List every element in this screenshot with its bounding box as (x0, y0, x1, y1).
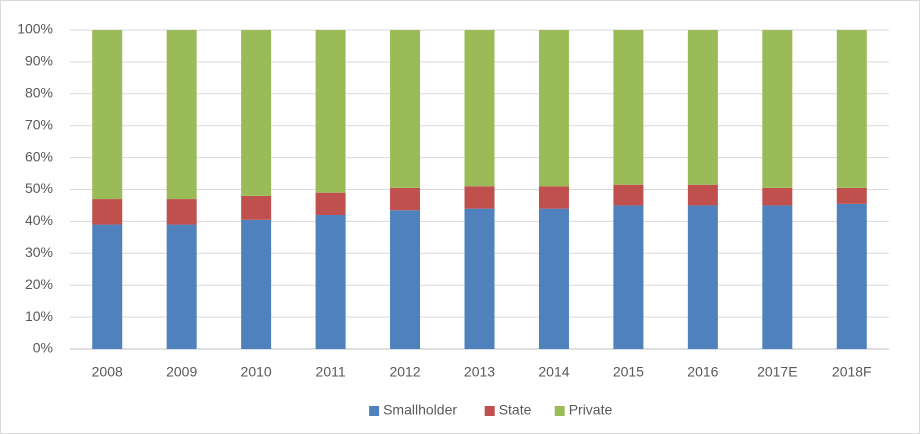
x-tick-label: 2011 (316, 364, 346, 380)
x-tick-label: 2008 (92, 364, 123, 380)
bar-segment (836, 30, 867, 188)
x-tick-label: 2018F (832, 364, 872, 380)
bar-segment (241, 30, 272, 196)
y-tick-label: 50% (25, 180, 53, 196)
x-tick-label: 2017E (757, 364, 797, 380)
legend-label: Private (569, 402, 613, 418)
bar-segment (687, 30, 718, 185)
bar-segment (315, 215, 346, 349)
bar-segment (92, 30, 123, 200)
bar-segment (166, 224, 197, 349)
x-tick-label: 2010 (241, 364, 272, 380)
bar-segment (613, 205, 644, 349)
y-tick-label: 60% (25, 148, 53, 164)
y-tick-label: 90% (25, 53, 53, 69)
bar-segment (538, 186, 569, 209)
bar-segment (836, 203, 867, 349)
y-tick-label: 0% (33, 340, 53, 356)
bar-segment (390, 30, 421, 188)
x-tick-label: 2012 (389, 364, 420, 380)
bar-segment (762, 205, 793, 349)
x-tick-label: 2015 (613, 364, 644, 380)
y-tick-label: 100% (17, 21, 53, 37)
y-tick-label: 20% (25, 276, 53, 292)
y-tick-label: 10% (25, 308, 53, 324)
bar-segment (315, 30, 346, 193)
x-tick-label: 2016 (687, 364, 718, 380)
y-tick-label: 30% (25, 244, 53, 260)
bar-segment (687, 205, 718, 349)
y-tick-label: 70% (25, 116, 53, 132)
legend-swatch (554, 406, 565, 416)
bar-segment (92, 199, 123, 225)
y-tick-label: 40% (25, 212, 53, 228)
x-tick-label: 2009 (166, 364, 197, 380)
bar-segment (166, 199, 197, 225)
bar-segment (538, 30, 569, 187)
bar-segment (762, 187, 793, 206)
bar-segment (315, 192, 346, 216)
bar-segment (687, 184, 718, 206)
legend-label: Smallholder (383, 402, 457, 418)
bar-segment (241, 219, 272, 349)
bar-segment (92, 224, 123, 349)
bar-segment (166, 30, 197, 200)
bar-segment (390, 187, 421, 211)
bar-segment (538, 208, 569, 349)
bar-segment (613, 184, 644, 206)
bar-segment (464, 186, 495, 209)
bar-segment (836, 187, 867, 204)
bar-segment (390, 210, 421, 349)
y-tick-label: 80% (25, 85, 53, 101)
bar-segment (613, 30, 644, 185)
legend-swatch (369, 406, 380, 416)
bar-segment (762, 30, 793, 188)
x-tick-label: 2014 (538, 364, 569, 380)
bar-segment (464, 30, 495, 187)
bar-segment (241, 195, 272, 220)
bar-segment (464, 208, 495, 349)
legend-label: State (499, 402, 532, 418)
x-tick-label: 2013 (464, 364, 495, 380)
legend-swatch (484, 406, 495, 416)
